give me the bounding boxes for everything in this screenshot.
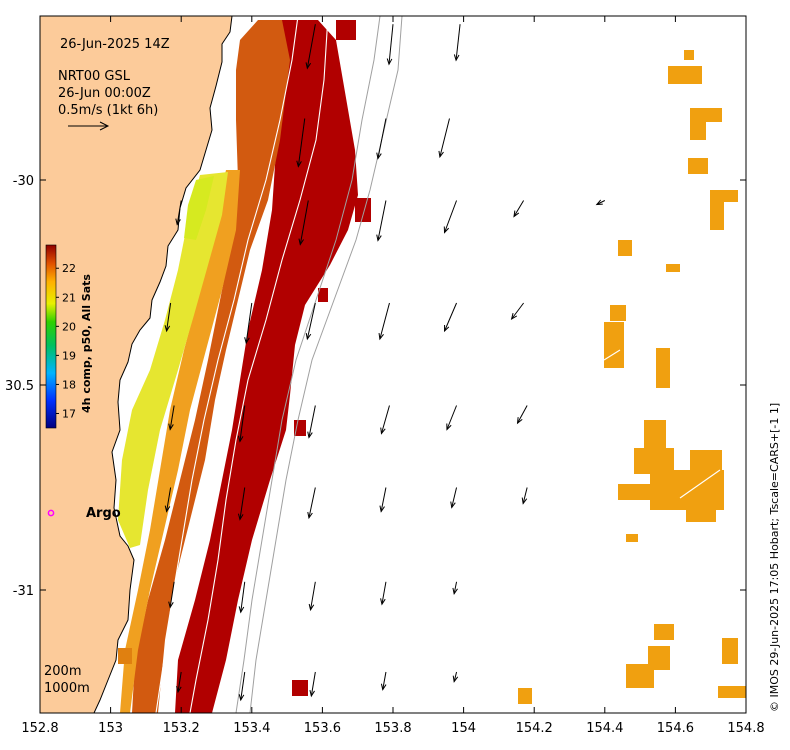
current-vector	[443, 200, 458, 234]
colorbar-tick-label: 19	[62, 349, 76, 362]
current-vector	[237, 487, 246, 521]
x-tick-label: 153.4	[233, 721, 270, 736]
depth-1000-label: 1000m	[44, 681, 90, 696]
current-vector	[296, 118, 306, 168]
current-vector	[595, 199, 606, 206]
sst-mid-band	[132, 20, 290, 713]
shelf-contour-1	[235, 16, 381, 713]
current-vector	[380, 405, 390, 435]
colorbar-title: 4h comp, p50, All Sats	[80, 274, 93, 413]
sst-cool-patch	[184, 176, 214, 240]
vector-scale-label: 0.5m/s (1kt 6h)	[58, 103, 158, 118]
current-vector	[244, 302, 253, 345]
current-vector	[452, 581, 458, 596]
sst-orange-band	[120, 170, 240, 713]
current-vector	[298, 200, 309, 246]
isobath-line-offshore	[603, 349, 621, 361]
current-vector	[516, 405, 528, 425]
x-tick-label: 154.4	[586, 721, 623, 736]
current-vector	[164, 302, 172, 333]
isobath-lines	[155, 16, 721, 713]
current-source-label: NRT00 GSL	[58, 69, 131, 84]
current-vector	[376, 200, 387, 242]
current-vector	[309, 671, 316, 698]
current-vector	[453, 24, 461, 62]
current-vector	[307, 487, 316, 520]
colorbar-ticks: 17 18 19 20 21 22	[56, 262, 76, 420]
x-tick-label: 154.6	[657, 721, 694, 736]
x-axis: 152.8 153 153.2 153.4 153.6 153.8 154 154.2 154.…	[21, 16, 765, 736]
x-tick-label: 154.8	[727, 721, 764, 736]
land-mass	[40, 16, 233, 713]
isobath-line-outer	[189, 16, 329, 713]
x-tick-label: 153.2	[163, 721, 200, 736]
colorbar-tick-label: 20	[62, 320, 76, 333]
colorbar-tick-label: 22	[62, 262, 76, 275]
current-time-label: 26-Jun 00:00Z	[58, 86, 151, 101]
current-vector	[307, 405, 316, 439]
current-vector	[513, 200, 525, 218]
current-vector	[510, 302, 525, 321]
y-tick-label: 30.5	[5, 379, 34, 394]
y-tick-label: -30	[13, 174, 34, 189]
current-vector	[175, 200, 182, 226]
current-vector	[238, 671, 246, 702]
x-tick-label: 153	[98, 721, 123, 736]
current-vector	[164, 487, 172, 513]
isobath-line-inner	[155, 16, 299, 713]
x-tick-label: 153.6	[304, 721, 341, 736]
x-tick-label: 152.8	[21, 721, 58, 736]
current-vector	[438, 118, 450, 159]
current-vector	[305, 24, 316, 70]
current-vectors	[164, 24, 606, 702]
current-vector	[452, 671, 459, 683]
current-vector	[386, 24, 394, 66]
colorbar-tick-label: 18	[62, 378, 76, 391]
colorbar: 17 18 19 20 21 22 4h comp, p50, All Sats	[45, 244, 93, 429]
current-vector	[168, 581, 175, 609]
current-vector	[308, 581, 316, 612]
current-vector	[376, 118, 387, 160]
colorbar-tick-label: 17	[62, 407, 76, 420]
x-tick-label: 153.8	[374, 721, 411, 736]
y-tick-label: -31	[13, 584, 34, 599]
colorbar-tick-label: 21	[62, 291, 76, 304]
current-vector	[305, 302, 316, 341]
argo-marker	[47, 509, 55, 517]
y-axis: -30 30.5 -31	[5, 174, 746, 599]
offshore-patches	[518, 50, 746, 704]
current-vector	[238, 581, 246, 614]
current-vector	[521, 487, 528, 505]
isobath-line-offshore-2	[679, 469, 721, 499]
x-tick-label: 154	[451, 721, 476, 736]
current-vector	[444, 302, 457, 333]
current-vector	[380, 671, 387, 691]
vector-scale-arrow	[68, 121, 110, 131]
current-vector	[446, 405, 458, 431]
current-vector	[176, 671, 182, 694]
argo-label: Argo	[86, 506, 121, 521]
current-vector	[380, 581, 387, 606]
depth-200-label: 200m	[44, 664, 81, 679]
current-vector	[168, 405, 175, 431]
x-tick-label: 154.2	[516, 721, 553, 736]
current-vector	[378, 302, 390, 341]
current-vector	[237, 405, 246, 443]
colorbar-gradient	[45, 244, 57, 429]
credit-text: © IMOS 29-Jun-2025 17:05 Hobart; Tscale=…	[768, 403, 781, 712]
timestamp-label: 26-Jun-2025 14Z	[60, 37, 170, 52]
sst-cool-band	[118, 172, 228, 548]
current-vector	[379, 487, 387, 513]
current-vector	[450, 487, 458, 509]
sst-field	[118, 20, 746, 713]
